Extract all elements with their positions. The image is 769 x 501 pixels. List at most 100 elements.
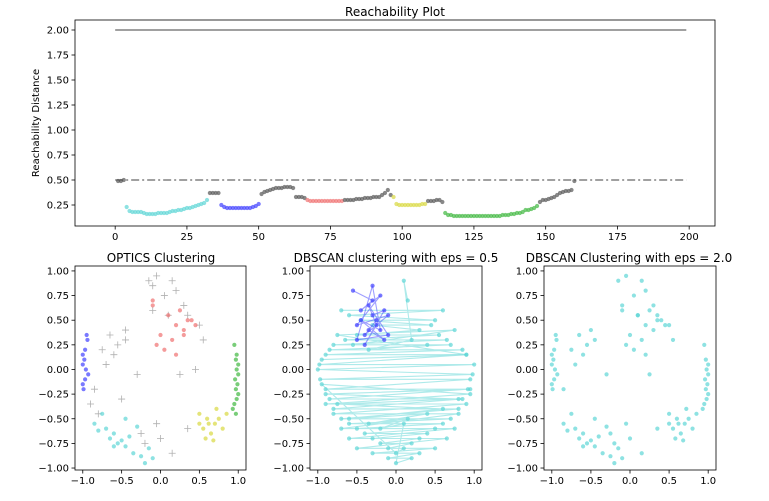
data-point-cyan xyxy=(386,446,391,451)
panel-reachability: Reachability Plot Reachability Distance … xyxy=(31,5,716,243)
data-point-blue xyxy=(242,205,247,211)
data-point-yellow xyxy=(397,202,402,208)
data-point-cyan xyxy=(549,352,554,357)
data-point-red xyxy=(316,198,322,204)
data-point-cyan xyxy=(115,441,120,446)
x-tick-label: 200 xyxy=(680,232,699,243)
data-point-green-2 xyxy=(514,210,520,216)
data-point-cyan xyxy=(409,441,414,446)
data-point-blue xyxy=(386,332,391,338)
data-point-cyan xyxy=(627,332,633,338)
y-tick-label: 0.75 xyxy=(516,291,538,302)
data-point-cyan xyxy=(700,406,705,411)
data-point-cyan xyxy=(604,424,609,429)
data-point-green-2 xyxy=(489,213,494,219)
data-point-cyan xyxy=(452,426,457,431)
data-point-blue xyxy=(256,201,261,207)
data-point-blue xyxy=(82,357,87,362)
data-point-noise xyxy=(382,190,388,196)
data-point-red xyxy=(173,352,179,357)
data-point-cyan xyxy=(362,431,367,436)
data-point-green-2 xyxy=(523,207,528,213)
data-point-cyan-upper xyxy=(460,347,465,352)
data-point-cyan-upper xyxy=(425,342,430,347)
data-point-cyan xyxy=(107,436,113,441)
data-point-cyan xyxy=(620,456,625,461)
data-point-cyan xyxy=(401,446,406,451)
x-tick-label: 1.0 xyxy=(466,476,482,487)
data-point-cyan xyxy=(639,278,644,283)
data-point-cyan xyxy=(135,424,140,429)
data-point-cyan xyxy=(612,461,617,466)
data-point-noise xyxy=(145,277,153,285)
data-point-cyan xyxy=(694,411,699,416)
data-point-cyan xyxy=(584,441,590,446)
data-point-cyan xyxy=(682,421,687,426)
data-point-noise xyxy=(184,425,192,433)
data-point-cyan xyxy=(681,438,686,443)
data-point-yellow xyxy=(203,436,208,441)
data-point-blue xyxy=(227,205,233,211)
data-point-blue xyxy=(382,308,387,313)
y-tick-label: 0.50 xyxy=(47,316,69,327)
data-point-cyan xyxy=(327,396,332,402)
data-point-cyan xyxy=(111,444,116,449)
data-point-cyan xyxy=(623,273,629,278)
y-tick-label: 1.50 xyxy=(47,76,69,87)
data-point-cyan xyxy=(393,461,399,466)
data-point-cyan-upper xyxy=(327,347,332,352)
y-tick-label: 0.75 xyxy=(282,291,304,302)
data-point-red xyxy=(322,198,327,204)
data-point-cyan xyxy=(432,446,438,451)
data-point-yellow xyxy=(405,202,411,208)
data-point-blue xyxy=(370,313,375,318)
data-point-green xyxy=(233,387,238,392)
data-point-cyan-upper xyxy=(464,352,469,357)
data-point-cyan xyxy=(470,372,475,377)
data-point-noise xyxy=(362,195,367,201)
data-point-green-2 xyxy=(483,213,488,219)
data-point-cyan xyxy=(131,451,136,456)
data-point-green xyxy=(236,362,241,367)
data-point-green-2 xyxy=(486,213,491,219)
y-tick-label: −0.25 xyxy=(507,390,538,401)
data-point-green-2 xyxy=(503,212,508,218)
data-point-cyan xyxy=(549,362,554,367)
data-point-noise xyxy=(149,306,157,314)
data-point-noise xyxy=(342,197,347,203)
data-point-cyan xyxy=(552,367,558,372)
data-point-cyan-1 xyxy=(204,197,210,203)
data-point-cyan xyxy=(569,411,574,416)
data-point-cyan xyxy=(92,421,97,426)
data-point-blue xyxy=(80,382,85,387)
data-point-noise xyxy=(149,282,157,290)
data-point-cyan-1 xyxy=(176,207,181,213)
data-point-noise xyxy=(102,361,110,369)
x-tick-label: 0.5 xyxy=(661,476,677,487)
data-point-cyan xyxy=(620,303,625,308)
data-point-green xyxy=(234,396,239,402)
data-point-cyan-upper xyxy=(401,278,406,283)
data-point-cyan xyxy=(119,438,124,443)
data-point-cyan-1 xyxy=(133,209,138,215)
y-tick-label: −0.75 xyxy=(38,439,69,450)
y-tick-label: −1.00 xyxy=(273,464,304,475)
data-point-cyan xyxy=(631,293,637,298)
data-point-red xyxy=(150,298,155,303)
data-point-yellow xyxy=(423,201,428,207)
data-point-cyan xyxy=(354,446,360,451)
data-point-cyan xyxy=(580,352,586,357)
data-point-noise xyxy=(425,198,431,204)
reachability-axes-frame xyxy=(74,19,716,227)
data-point-red xyxy=(189,318,194,323)
data-point-cyan xyxy=(643,352,648,357)
data-point-cyan xyxy=(703,357,708,362)
data-point-cyan xyxy=(704,396,709,402)
y-tick-label: −0.25 xyxy=(38,390,69,401)
dbscan-20-title: DBSCAN Clustering with eps = 2.0 xyxy=(526,251,733,265)
data-point-blue xyxy=(382,337,387,343)
data-point-cyan-upper xyxy=(343,337,348,343)
data-point-cyan xyxy=(550,387,555,392)
y-tick-label: 1.75 xyxy=(47,51,69,62)
